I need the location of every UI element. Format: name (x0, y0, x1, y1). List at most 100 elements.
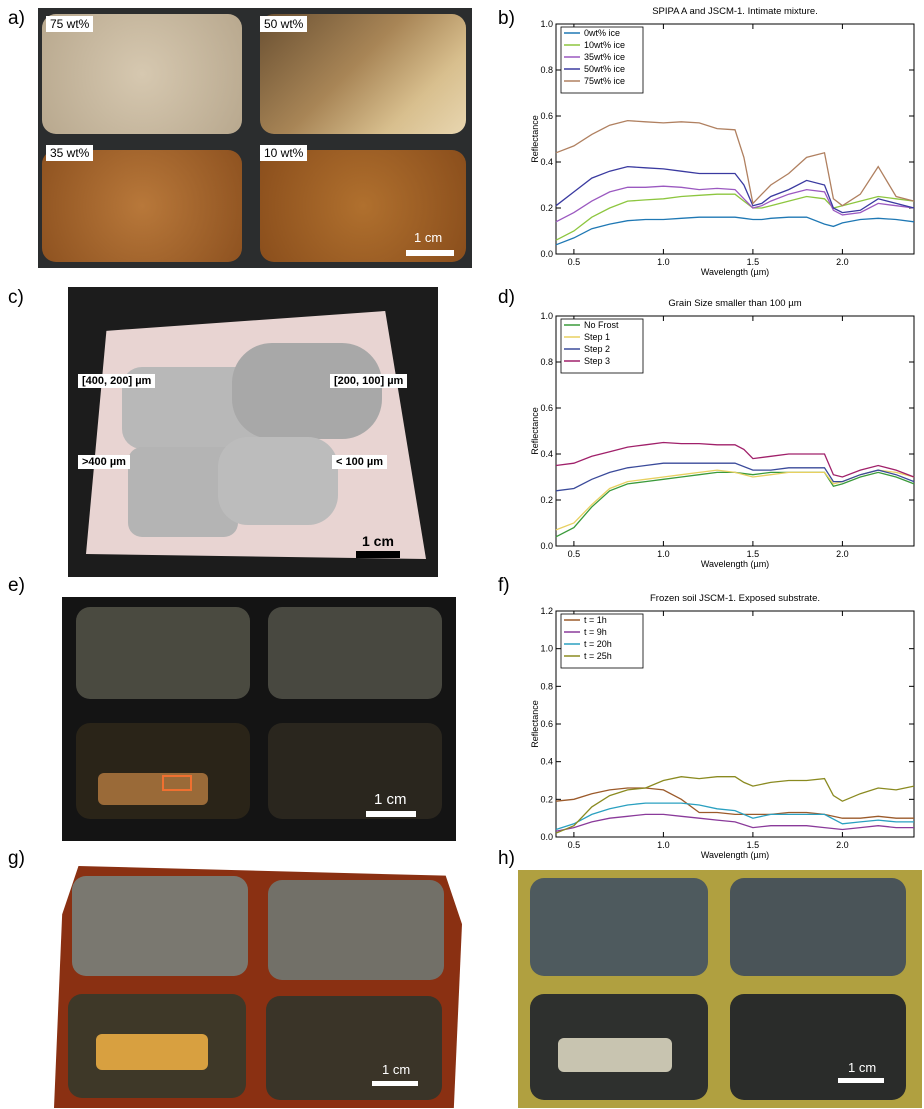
panel-letter-f: f) (498, 575, 510, 596)
y-axis-label: Reflectance (530, 115, 540, 163)
tray-e-bottom-right (268, 723, 442, 819)
legend-label: t = 1h (584, 615, 607, 625)
photo-frozen-soil-e: 1 cm (62, 597, 456, 841)
exposed-substrate-g (96, 1034, 208, 1070)
label-400-200: [400, 200] µm (78, 374, 156, 388)
grains-under-100 (218, 437, 338, 525)
x-tick-label: 2.0 (836, 549, 849, 559)
series-line-2 (555, 802, 914, 831)
legend-label: 0wt% ice (584, 28, 620, 38)
chart-title: Grain Size smaller than 100 µm (668, 298, 801, 309)
scale-bar-a (406, 250, 454, 256)
label-75wt: 75 wt% (46, 16, 94, 32)
legend-label: t = 25h (584, 651, 612, 661)
photo-frozen-soil-g: 1 cm (54, 866, 462, 1108)
x-axis-label: Wavelength (µm) (701, 559, 769, 569)
x-tick-label: 0.5 (568, 840, 581, 850)
x-axis-label: Wavelength (µm) (701, 850, 769, 860)
x-tick-label: 1.5 (747, 549, 760, 559)
label-35wt: 35 wt% (46, 145, 94, 161)
y-axis-label: Reflectance (530, 700, 540, 748)
legend-box (560, 613, 644, 669)
legend-label: 75wt% ice (584, 76, 625, 86)
series-line-0 (555, 471, 915, 538)
y-tick-label: 0.6 (540, 403, 553, 413)
legend-label: No Frost (584, 320, 619, 330)
y-tick-label: 0.6 (540, 719, 553, 729)
legend-box (560, 26, 644, 94)
legend-label: 10wt% ice (584, 40, 625, 50)
series-line-1 (555, 193, 915, 241)
y-tick-label: 0.0 (540, 541, 553, 551)
x-tick-label: 0.5 (568, 549, 581, 559)
panel-letter-c: c) (8, 287, 24, 308)
y-tick-label: 0.2 (540, 495, 553, 505)
panel-letter-h: h) (498, 848, 515, 869)
series-line-1 (555, 469, 915, 531)
scale-label-h: 1 cm (848, 1060, 877, 1075)
tray-h-top-right (730, 878, 906, 976)
photo-frozen-soil-h: 1 cm (518, 870, 922, 1108)
tray-50wt (260, 14, 466, 134)
chart-b-spipa-jscm: SPIPA A and JSCM-1. Intimate mixture. 0.5… (530, 6, 915, 277)
legend-label: Step 2 (584, 344, 610, 354)
tray-h-bottom-right (730, 994, 906, 1100)
tray-g-top-left (72, 876, 248, 976)
series-line-1 (555, 813, 914, 832)
scale-label-a: 1 cm (414, 230, 443, 245)
legend-label: Step 3 (584, 356, 610, 366)
x-tick-label: 2.0 (836, 257, 849, 267)
x-tick-label: 1.0 (657, 257, 670, 267)
y-axis-label: Reflectance (530, 407, 540, 455)
x-tick-label: 1.0 (657, 549, 670, 559)
photo-ice-mixtures: 75 wt% 50 wt% 35 wt% 10 wt% 1 cm (38, 8, 472, 268)
scale-bar-h (838, 1078, 884, 1083)
label-10wt: 10 wt% (260, 145, 308, 161)
chart-title: Frozen soil JSCM-1. Exposed substrate. (650, 593, 820, 604)
tray-e-top-left (76, 607, 250, 699)
panel-letter-d: d) (498, 287, 515, 308)
x-tick-label: 1.5 (747, 257, 760, 267)
legend-label: Step 1 (584, 332, 610, 342)
panel-letter-b: b) (498, 8, 515, 29)
series-line-2 (555, 185, 915, 223)
y-tick-label: 1.0 (540, 311, 553, 321)
chart-title: SPIPA A and JSCM-1. Intimate mixture. (652, 6, 818, 17)
series-line-0 (555, 787, 914, 819)
tray-h-top-left (530, 878, 708, 976)
tray-g-top-right (268, 880, 444, 980)
label-50wt: 50 wt% (260, 16, 308, 32)
scale-bar-e (366, 811, 416, 817)
y-tick-label: 0.8 (540, 681, 553, 691)
y-tick-label: 1.0 (540, 644, 553, 654)
y-tick-label: 0.4 (540, 449, 553, 459)
tray-e-top-right (268, 607, 442, 699)
series-line-3 (555, 165, 915, 214)
scale-label-c: 1 cm (362, 533, 394, 549)
plot-frame (555, 23, 915, 255)
legend-label: 35wt% ice (584, 52, 625, 62)
panel-letter-e: e) (8, 575, 25, 596)
region-box-e (162, 775, 192, 791)
panel-letter-a: a) (8, 8, 25, 29)
legend-label: 50wt% ice (584, 64, 625, 74)
y-tick-label: 1.0 (540, 19, 553, 29)
panel-letter-g: g) (8, 848, 25, 869)
series-line-3 (555, 441, 915, 478)
label-over-400: >400 µm (78, 455, 130, 469)
exposed-substrate-h (558, 1038, 672, 1072)
chart-d-grain-size: Grain Size smaller than 100 µm 0.5 1.0 1.5 2… (530, 298, 915, 569)
y-tick-label: 0.2 (540, 794, 553, 804)
x-tick-label: 0.5 (568, 257, 581, 267)
tray-10wt (260, 150, 466, 262)
x-tick-label: 2.0 (836, 840, 849, 850)
legend-box (560, 318, 644, 374)
y-tick-label: 0.4 (540, 157, 553, 167)
chart-f-frozen-soil: Frozen soil JSCM-1. Exposed substrate. 0.… (530, 593, 915, 860)
tray-35wt (42, 150, 242, 262)
y-tick-label: 0.0 (540, 249, 553, 259)
x-tick-label: 1.0 (657, 840, 670, 850)
y-tick-label: 0.6 (540, 111, 553, 121)
y-tick-label: 1.2 (540, 606, 553, 616)
tray-75wt (42, 14, 242, 134)
